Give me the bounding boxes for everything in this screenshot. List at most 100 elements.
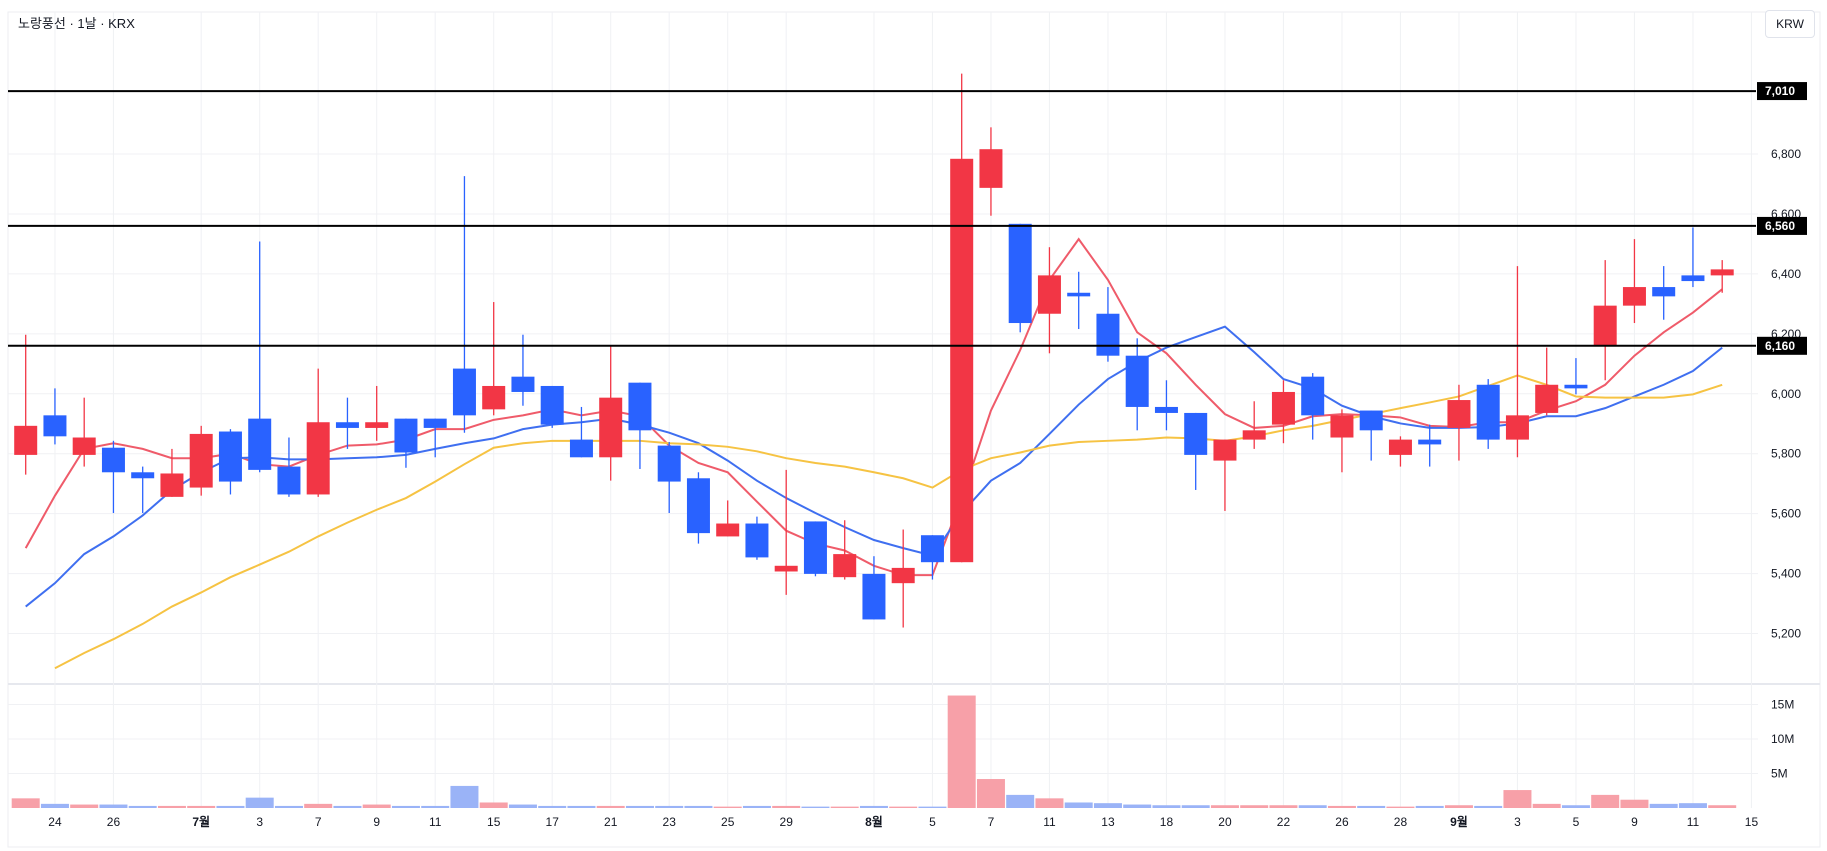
candle: [1564, 358, 1588, 395]
candle-body: [131, 472, 155, 479]
date-tick-label: 23: [663, 815, 677, 829]
level-label-box: [1757, 336, 1807, 355]
candle: [1447, 384, 1471, 461]
date-tick-label: 7월: [192, 814, 210, 829]
candle: [1622, 239, 1646, 324]
candle: [1242, 401, 1266, 449]
date-tick-label: 9: [373, 815, 380, 829]
date-tick-label: 21: [604, 815, 618, 829]
volume-bar: [625, 805, 654, 808]
price-tick-label: 6,000: [1771, 387, 1801, 401]
volume-bar: [742, 805, 771, 808]
candle: [1359, 410, 1383, 461]
price-tick-label: 5,800: [1771, 447, 1801, 461]
currency-button[interactable]: KRW: [1765, 10, 1815, 38]
chart-title: 노랑풍선 · 1날 · KRX: [18, 16, 135, 31]
candle-body: [774, 565, 798, 572]
candle-body: [335, 422, 359, 428]
date-tick-label: 28: [1394, 815, 1408, 829]
volume-bar: [99, 804, 128, 808]
volume-bar: [889, 806, 918, 808]
candle-body: [862, 573, 886, 620]
candle-body: [920, 535, 944, 563]
date-tick-label: 9월: [1450, 814, 1468, 829]
candle: [277, 437, 301, 497]
volume-bar: [391, 805, 420, 808]
volume-bar: [1386, 806, 1415, 808]
volume-bar: [947, 695, 976, 808]
volume-bar: [216, 805, 245, 808]
candle-body: [1330, 415, 1354, 438]
candle-body: [14, 425, 38, 455]
date-tick-label: 13: [1101, 815, 1115, 829]
candle: [1067, 271, 1091, 330]
candle: [920, 535, 944, 580]
price-tick-label: 6,800: [1771, 147, 1801, 161]
volume-bar: [1093, 803, 1122, 808]
level-label: 7,010: [1765, 84, 1795, 98]
candle-body: [43, 415, 67, 437]
volume-bar: [1503, 790, 1532, 808]
candle-body: [1096, 313, 1120, 356]
candle-body: [1067, 292, 1091, 297]
price-tick-label: 6,400: [1771, 267, 1801, 281]
candle-body: [452, 368, 476, 416]
volume-bar: [245, 797, 274, 808]
candle-body: [248, 418, 272, 470]
date-tick-label: 26: [107, 815, 121, 829]
volume-tick-label: 15M: [1771, 698, 1794, 712]
volume-bar: [1620, 799, 1649, 808]
volume-bar: [1708, 805, 1737, 808]
date-tick-label: 3: [1514, 815, 1521, 829]
date-tick-label: 20: [1218, 815, 1232, 829]
candle: [1213, 439, 1237, 511]
candle-body: [1359, 410, 1383, 431]
candle: [394, 418, 418, 468]
candle: [482, 302, 506, 416]
candle-body: [189, 433, 213, 488]
volume-bar: [70, 804, 99, 808]
volume-bar: [333, 805, 362, 808]
volume-bar: [362, 804, 391, 808]
candle-body: [277, 466, 301, 495]
candle: [14, 334, 38, 475]
candle-body: [1184, 412, 1208, 455]
candle: [1505, 266, 1529, 458]
volume-bar: [1678, 803, 1707, 808]
candle-body: [1242, 430, 1266, 440]
candle: [1184, 412, 1208, 490]
candle: [803, 521, 827, 577]
volume-bar: [713, 806, 742, 808]
candle-body: [1476, 384, 1500, 440]
candle-body: [1447, 400, 1471, 428]
volume-bar: [1532, 803, 1561, 808]
date-tick-label: 5: [929, 815, 936, 829]
candle: [1681, 227, 1705, 288]
candle-body: [306, 422, 330, 495]
date-tick-label: 29: [780, 815, 794, 829]
level-label: 6,560: [1765, 219, 1795, 233]
volume-bar: [859, 805, 888, 808]
volume-bar: [1357, 805, 1386, 808]
candle-body: [218, 431, 242, 482]
volume-bar: [157, 805, 186, 808]
candle-body: [160, 473, 184, 497]
candle: [774, 469, 798, 595]
candle-body: [1418, 439, 1442, 445]
candle: [599, 346, 623, 481]
candle: [160, 448, 184, 497]
date-tick-label: 11: [429, 815, 442, 829]
date-tick-label: 25: [721, 815, 735, 829]
candle-body: [1125, 355, 1149, 407]
volume-bar: [1591, 794, 1620, 808]
date-tick-label: 17: [546, 815, 560, 829]
candle: [189, 425, 213, 496]
candle-body: [101, 447, 125, 473]
date-tick-label: 15: [1745, 815, 1759, 829]
candle: [1330, 409, 1354, 473]
candle: [423, 418, 447, 458]
price-tick-label: 5,400: [1771, 567, 1801, 581]
volume-bar: [976, 779, 1005, 808]
candle: [1593, 260, 1617, 381]
